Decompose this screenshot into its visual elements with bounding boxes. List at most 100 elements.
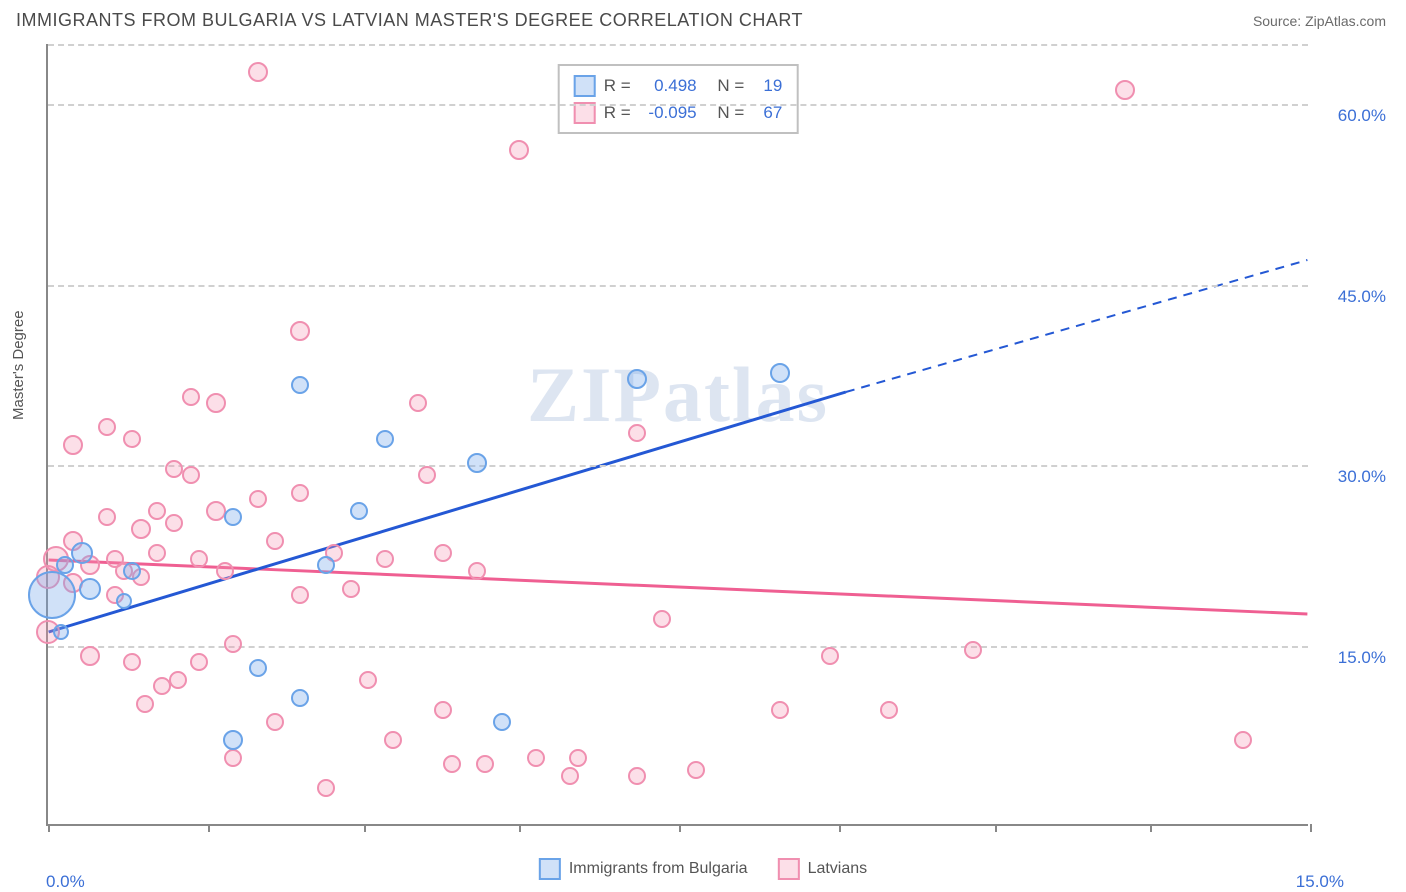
pink-data-point xyxy=(165,460,183,478)
y-tick-label: 15.0% xyxy=(1338,648,1386,668)
n-label: N = xyxy=(717,72,744,99)
pink-data-point xyxy=(687,761,705,779)
pink-data-point xyxy=(964,641,982,659)
pink-data-point xyxy=(224,635,242,653)
pink-data-point xyxy=(169,671,187,689)
pink-data-point xyxy=(266,532,284,550)
pink-data-point xyxy=(136,695,154,713)
blue-swatch-icon xyxy=(574,75,596,97)
chart-title: IMMIGRANTS FROM BULGARIA VS LATVIAN MAST… xyxy=(16,10,803,31)
pink-data-point xyxy=(248,62,268,82)
pink-data-point xyxy=(249,490,267,508)
x-tick xyxy=(208,824,210,832)
blue-data-point xyxy=(123,562,141,580)
r-value: 0.498 xyxy=(639,72,697,99)
pink-data-point xyxy=(190,653,208,671)
pink-data-point xyxy=(224,749,242,767)
pink-data-point xyxy=(628,767,646,785)
blue-swatch-icon xyxy=(539,858,561,880)
chart-source: Source: ZipAtlas.com xyxy=(1253,13,1386,29)
pink-data-point xyxy=(821,647,839,665)
n-value: 19 xyxy=(752,72,782,99)
pink-data-point xyxy=(569,749,587,767)
pink-data-point xyxy=(409,394,427,412)
blue-data-point xyxy=(53,624,69,640)
pink-data-point xyxy=(63,435,83,455)
pink-data-point xyxy=(418,466,436,484)
scatter-plot-area: ZIPatlas R = 0.498 N = 19 R = -0.095 N =… xyxy=(46,44,1308,826)
pink-data-point xyxy=(291,586,309,604)
pink-data-point xyxy=(561,767,579,785)
pink-data-point xyxy=(131,519,151,539)
pink-data-point xyxy=(123,653,141,671)
pink-data-point xyxy=(182,388,200,406)
blue-data-point xyxy=(627,369,647,389)
pink-data-point xyxy=(165,514,183,532)
pink-data-point xyxy=(1115,80,1135,100)
r-label: R = xyxy=(604,72,631,99)
series-legend-item: Immigrants from Bulgaria xyxy=(539,858,748,880)
pink-data-point xyxy=(476,755,494,773)
pink-data-point xyxy=(880,701,898,719)
blue-data-point xyxy=(71,542,93,564)
y-tick-label: 30.0% xyxy=(1338,467,1386,487)
x-tick xyxy=(1310,824,1312,832)
blue-data-point xyxy=(56,556,74,574)
x-tick xyxy=(995,824,997,832)
pink-data-point xyxy=(216,562,234,580)
series-legend: Immigrants from Bulgaria Latvians xyxy=(539,858,867,880)
trend-lines-svg xyxy=(48,44,1308,824)
blue-data-point xyxy=(79,578,101,600)
pink-data-point xyxy=(148,502,166,520)
pink-swatch-icon xyxy=(778,858,800,880)
x-axis-min-label: 0.0% xyxy=(46,872,85,892)
blue-data-point xyxy=(224,508,242,526)
grid-line xyxy=(48,44,1308,46)
x-tick xyxy=(364,824,366,832)
pink-data-point xyxy=(653,610,671,628)
blue-data-point xyxy=(376,430,394,448)
pink-data-point xyxy=(98,418,116,436)
pink-data-point xyxy=(317,779,335,797)
blue-data-point xyxy=(291,689,309,707)
correlation-legend: R = 0.498 N = 19 R = -0.095 N = 67 xyxy=(558,64,799,134)
blue-data-point xyxy=(223,730,243,750)
blue-data-point xyxy=(291,376,309,394)
pink-data-point xyxy=(468,562,486,580)
blue-data-point xyxy=(28,571,76,619)
pink-data-point xyxy=(434,544,452,562)
x-tick xyxy=(48,824,50,832)
pink-data-point xyxy=(206,393,226,413)
series-legend-item: Latvians xyxy=(778,858,868,880)
pink-data-point xyxy=(190,550,208,568)
pink-data-point xyxy=(80,646,100,666)
correlation-legend-row: R = 0.498 N = 19 xyxy=(574,72,783,99)
pink-data-point xyxy=(123,430,141,448)
y-tick-label: 60.0% xyxy=(1338,106,1386,126)
blue-data-point xyxy=(770,363,790,383)
pink-data-point xyxy=(434,701,452,719)
pink-data-point xyxy=(628,424,646,442)
blue-data-point xyxy=(249,659,267,677)
series-label: Latvians xyxy=(808,860,868,878)
grid-line xyxy=(48,285,1308,287)
x-tick xyxy=(839,824,841,832)
pink-data-point xyxy=(509,140,529,160)
pink-data-point xyxy=(1234,731,1252,749)
pink-data-point xyxy=(98,508,116,526)
grid-line xyxy=(48,465,1308,467)
pink-data-point xyxy=(342,580,360,598)
pink-data-point xyxy=(527,749,545,767)
y-tick-label: 45.0% xyxy=(1338,287,1386,307)
pink-data-point xyxy=(266,713,284,731)
blue-data-point xyxy=(116,593,132,609)
pink-data-point xyxy=(384,731,402,749)
x-axis-max-label: 15.0% xyxy=(1296,872,1344,892)
pink-data-point xyxy=(291,484,309,502)
blue-data-point xyxy=(317,556,335,574)
blue-data-point xyxy=(350,502,368,520)
x-tick xyxy=(679,824,681,832)
y-axis-label: Master's Degree xyxy=(10,310,27,420)
pink-data-point xyxy=(376,550,394,568)
pink-data-point xyxy=(443,755,461,773)
